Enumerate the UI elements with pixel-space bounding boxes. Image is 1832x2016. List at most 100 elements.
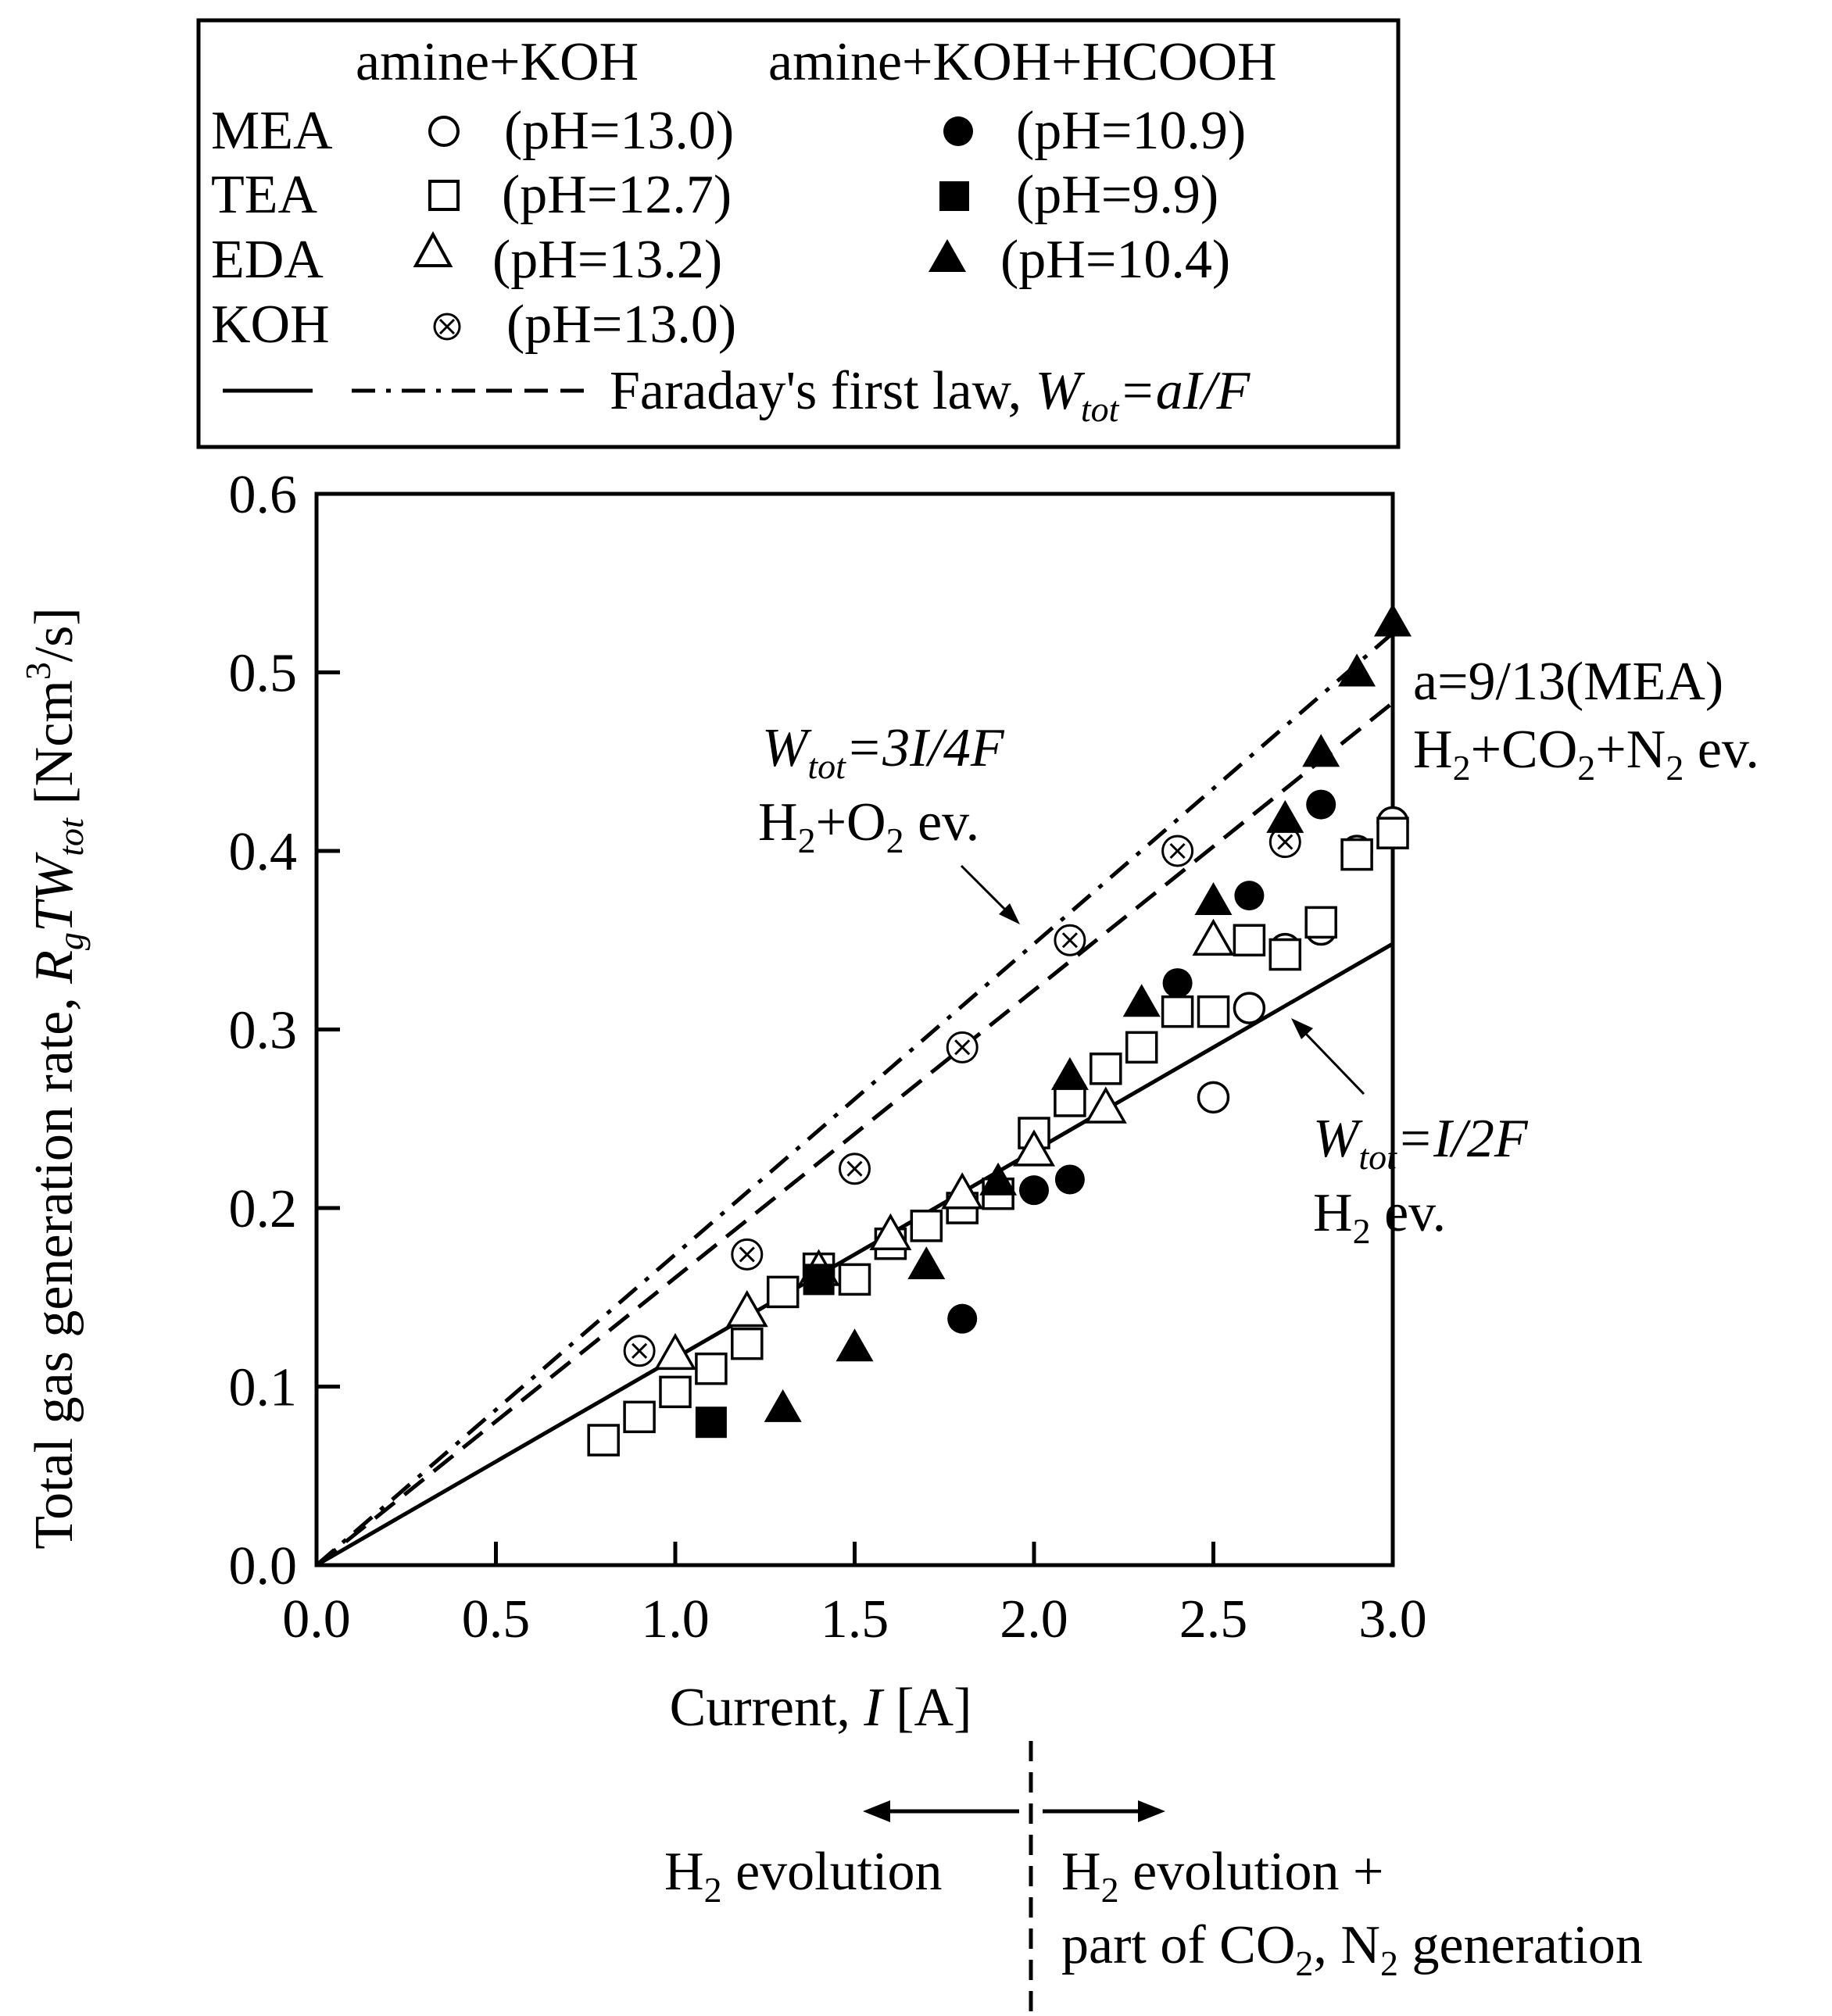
data-point-filled-triangle [1338,653,1376,687]
data-point-open-square [1090,1053,1122,1085]
legend-row-koh-label: KOH [211,295,330,355]
data-point-open-square [1197,995,1230,1028]
reference-line-dashdot [315,631,1394,1567]
data-point-filled-triangle [1374,603,1412,637]
legend-koh-ph1: (pH=13.0) [506,295,736,355]
legend-box [196,18,1401,449]
y-tick-label: 0.2 [229,1179,298,1239]
data-point-open-triangle [1084,1086,1127,1124]
data-point-filled-triangle [764,1389,802,1422]
data-point-open-square [1340,838,1373,871]
series-6 [764,603,1412,1422]
data-point-filled-triangle [907,1246,946,1280]
data-point-open-triangle [725,1290,768,1328]
y-tick-label: 0.5 [229,644,298,704]
data-point-open-square [587,1424,620,1457]
legend-tea-ph2: (pH=9.9) [1016,165,1218,225]
data-point-open-otimes [1161,835,1194,867]
legend-eda-ph1: (pH=13.2) [492,230,722,290]
data-point-filled-triangle [979,1162,1018,1196]
svg-text:H2+CO2+N2 ev.: H2+CO2+N2 ev. [1413,720,1759,788]
data-point-filled-circle [947,1303,978,1334]
series-4 [947,789,1336,1334]
data-point-open-otimes [1268,826,1301,859]
data-point-open-circle [1233,992,1266,1024]
svg-text:Wtot=I/2F: Wtot=I/2F [1313,1109,1529,1177]
data-point-open-square [766,1275,800,1309]
x-tick-label: 1.0 [641,1589,710,1650]
data-point-open-square [838,1263,871,1296]
svg-text:Wtot=3I/4F: Wtot=3I/4F [762,718,1005,786]
data-point-open-square [659,1375,692,1409]
x-axis-label: Current, I [A] [670,1678,972,1738]
y-tick-label: 0.4 [229,822,298,882]
series-2 [653,918,1235,1371]
right-region-arrowhead [1138,1800,1165,1822]
x-tick-label: 1.5 [821,1589,889,1650]
data-point-open-triangle [1012,1129,1056,1167]
legend-row-eda-label: EDA [211,230,324,290]
data-point-open-otimes [731,1238,764,1271]
data-point-open-triangle [869,1213,912,1251]
data-point-open-otimes [623,1335,656,1367]
legend-header-amine-koh-hcooh: amine+KOH+HCOOH [768,32,1277,92]
legend-header-amine-koh: amine+KOH [356,32,639,92]
x-tick-label: 3.0 [1358,1589,1427,1650]
svg-text:H2+O2 ev.: H2+O2 ev. [758,792,979,860]
data-point-filled-triangle [1194,881,1233,915]
data-point-filled-triangle [835,1328,874,1362]
data-point-open-otimes [946,1031,979,1063]
region-right-label-line1: H2 evolution + [1061,1842,1383,1910]
data-point-open-square [910,1210,943,1242]
data-point-filled-square [803,1264,835,1296]
data-point-open-triangle [653,1332,697,1371]
data-point-open-square [1054,1085,1086,1117]
x-tick-label: 0.5 [462,1589,531,1650]
legend: amine+KOH amine+KOH+HCOOH MEA (pH=13.0) … [196,18,1401,449]
series-5 [695,1264,835,1439]
data-point-open-circle [1197,1081,1230,1114]
y-tick-label: 0.1 [229,1358,298,1418]
series-3 [623,826,1301,1367]
data-point-open-square [623,1400,656,1434]
data-point-filled-triangle [1302,734,1340,767]
y-axis-label: Total gas generation rate, RgTWtot [Ncm3… [18,607,91,1549]
data-point-filled-triangle [1050,1056,1089,1090]
reference-lines [315,631,1394,1567]
legend-eda-open-triangle [413,231,453,267]
data-point-open-square [1268,938,1302,971]
data-point-open-square [1125,1031,1158,1064]
x-tick-label: 2.0 [1000,1589,1068,1650]
x-tick-label: 0.0 [282,1589,351,1650]
data-points [587,603,1412,1457]
annotation-i-2f: Wtot=I/2F H2 ev. [1291,1018,1529,1251]
data-point-open-otimes [1054,924,1086,956]
reference-line-solid [315,942,1394,1567]
legend-tea-open-square [428,180,460,211]
region-left-label: H2 evolution [664,1842,942,1910]
y-tick-label: 0.0 [229,1536,298,1596]
arrowhead-i-2f [1291,1018,1313,1039]
legend-faraday-label: Faraday's first law, Wtot=aI/F [610,361,1251,429]
y-tick-label: 0.3 [229,1001,298,1061]
data-point-open-square [1161,995,1194,1028]
data-point-filled-square [695,1407,727,1439]
data-point-open-square [695,1352,728,1385]
svg-text:H2 ev.: H2 ev. [1313,1183,1446,1251]
data-point-open-triangle [1192,918,1235,956]
legend-row-tea-label: TEA [211,165,318,225]
legend-tea-filled-square [939,181,969,211]
data-point-filled-triangle [1266,799,1304,833]
legend-mea-open-circle [428,116,460,147]
data-point-open-otimes [839,1153,871,1185]
left-region-arrowhead [863,1800,890,1822]
legend-mea-ph2: (pH=10.9) [1016,101,1246,161]
arrowhead-3i-4f [999,903,1020,924]
data-point-filled-circle [1019,1175,1049,1206]
data-point-open-square [1233,924,1266,956]
data-point-open-square [1376,817,1409,849]
x-tick-label: 2.5 [1179,1589,1248,1650]
data-point-open-square [731,1327,764,1360]
legend-tea-ph1: (pH=12.7) [502,165,732,225]
